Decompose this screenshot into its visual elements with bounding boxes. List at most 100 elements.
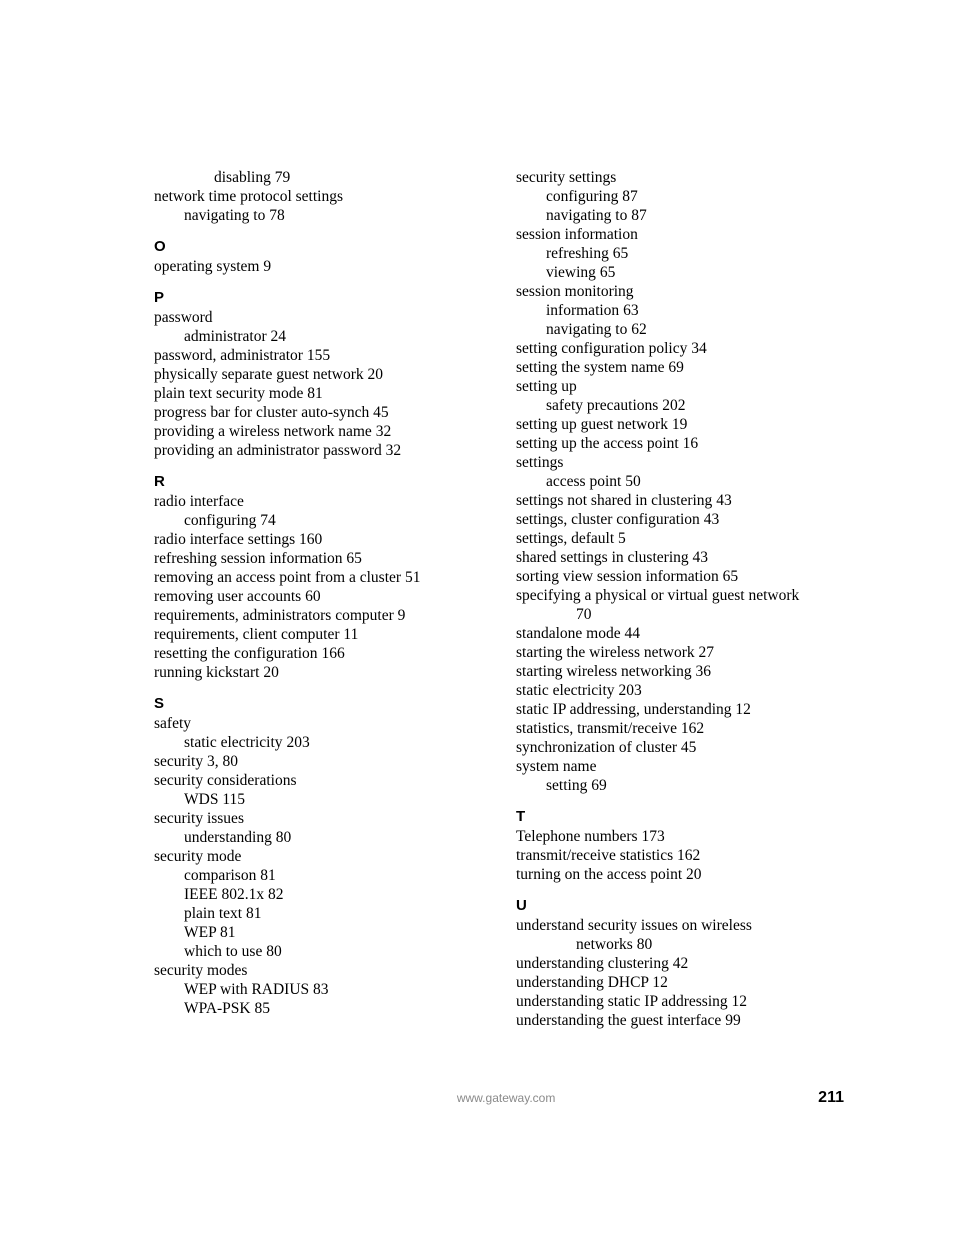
- page: disabling 79network time protocol settin…: [0, 0, 954, 1235]
- entry-text: security considerations: [154, 772, 296, 789]
- index-entry: viewing 65: [516, 263, 844, 282]
- entry-page: 202: [662, 397, 685, 414]
- entry-page: 162: [677, 847, 700, 864]
- index-entry: security modes: [154, 961, 482, 980]
- index-entry: understand security issues on wireless: [516, 916, 844, 935]
- entry-text: providing a wireless network name: [154, 423, 372, 440]
- entry-page: 80: [637, 936, 653, 953]
- entry-text: standalone mode: [516, 625, 621, 642]
- index-entry: security mode: [154, 847, 482, 866]
- entry-text: requirements, client computer: [154, 626, 340, 643]
- entry-text: progress bar for cluster auto-synch: [154, 404, 369, 421]
- entry-page: 43: [716, 492, 732, 509]
- entry-text: removing an access point from a cluster: [154, 569, 401, 586]
- index-entry: security considerations: [154, 771, 482, 790]
- entry-text: physically separate guest network: [154, 366, 364, 383]
- entry-text: understanding: [184, 829, 272, 846]
- entry-text: security modes: [154, 962, 247, 979]
- index-entry: understanding DHCP 12: [516, 973, 844, 992]
- entry-text: static IP addressing, understanding: [516, 701, 732, 718]
- index-entry: comparison 81: [154, 866, 482, 885]
- index-entry: safety precautions 202: [516, 396, 844, 415]
- index-entry: providing an administrator password 32: [154, 441, 482, 460]
- entry-page: 51: [405, 569, 421, 586]
- entry-page: 81: [260, 867, 276, 884]
- index-entry: understanding static IP addressing 12: [516, 992, 844, 1011]
- index-entry: progress bar for cluster auto-synch 45: [154, 403, 482, 422]
- index-entry: IEEE 802.1x 82: [154, 885, 482, 904]
- entry-page: 81: [220, 924, 236, 941]
- index-entry: password, administrator 155: [154, 346, 482, 365]
- entry-page: 20: [368, 366, 384, 383]
- index-entry: sorting view session information 65: [516, 567, 844, 586]
- entry-text: safety precautions: [546, 397, 658, 414]
- entry-page: 87: [622, 188, 638, 205]
- index-entry: setting 69: [516, 776, 844, 795]
- entry-text: requirements, administrators computer: [154, 607, 394, 624]
- index-entry: network time protocol settings: [154, 187, 482, 206]
- index-entry: WEP 81: [154, 923, 482, 942]
- entry-text: session information: [516, 226, 638, 243]
- index-entry: setting configuration policy 34: [516, 339, 844, 358]
- entry-text: settings not shared in clustering: [516, 492, 712, 509]
- entry-page: 44: [624, 625, 640, 642]
- entry-page: 203: [286, 734, 309, 751]
- entry-text: setting up: [516, 378, 577, 395]
- entry-text: comparison: [184, 867, 256, 884]
- index-entry: setting the system name 69: [516, 358, 844, 377]
- index-entry: static IP addressing, understanding 12: [516, 700, 844, 719]
- entry-text: settings, default: [516, 530, 614, 547]
- entry-text: setting the system name: [516, 359, 665, 376]
- index-entry: security settings: [516, 168, 844, 187]
- index-entry: plain text security mode 81: [154, 384, 482, 403]
- footer-inner: www.gateway.com 211: [154, 1089, 844, 1107]
- entry-page: 11: [343, 626, 358, 643]
- index-entry: requirements, administrators computer 9: [154, 606, 482, 625]
- index-entry: security issues: [154, 809, 482, 828]
- index-entry: resetting the configuration 166: [154, 644, 482, 663]
- index-entry: password: [154, 308, 482, 327]
- entry-text: networks: [576, 936, 633, 953]
- entry-text: sorting view session information: [516, 568, 719, 585]
- entry-text: plain text: [184, 905, 242, 922]
- entry-page: 63: [623, 302, 639, 319]
- index-entry: setting up the access point 16: [516, 434, 844, 453]
- entry-page: 87: [631, 207, 647, 224]
- index-entry: administrator 24: [154, 327, 482, 346]
- entry-text: disabling: [214, 169, 271, 186]
- entry-text: operating system: [154, 258, 259, 275]
- entry-text: synchronization of cluster: [516, 739, 677, 756]
- index-columns: disabling 79network time protocol settin…: [154, 168, 844, 1030]
- entry-text: Telephone numbers: [516, 828, 638, 845]
- entry-page: 42: [673, 955, 689, 972]
- entry-text: setting up guest network: [516, 416, 668, 433]
- entry-text: password: [154, 309, 213, 326]
- entry-page: 160: [299, 531, 322, 548]
- entry-text: understanding static IP addressing: [516, 993, 728, 1010]
- entry-page: 19: [672, 416, 688, 433]
- index-entry: shared settings in clustering 43: [516, 548, 844, 567]
- index-entry: static electricity 203: [516, 681, 844, 700]
- entry-page: 155: [307, 347, 330, 364]
- index-entry: requirements, client computer 11: [154, 625, 482, 644]
- index-entry: navigating to 78: [154, 206, 482, 225]
- entry-text: administrator: [184, 328, 267, 345]
- entry-text: transmit/receive statistics: [516, 847, 673, 864]
- index-entry: configuring 87: [516, 187, 844, 206]
- entry-text: setting: [546, 777, 587, 794]
- entry-text: IEEE 802.1x: [184, 886, 264, 903]
- entry-page: 65: [723, 568, 739, 585]
- index-entry: synchronization of cluster 45: [516, 738, 844, 757]
- entry-text: understanding clustering: [516, 955, 669, 972]
- entry-page: 16: [683, 435, 699, 452]
- entry-text: turning on the access point: [516, 866, 682, 883]
- entry-page: 162: [681, 720, 704, 737]
- entry-page: 50: [625, 473, 641, 490]
- entry-text: specifying a physical or virtual guest n…: [516, 587, 799, 604]
- section-letter-p: P: [154, 288, 482, 307]
- entry-text: understanding DHCP: [516, 974, 648, 991]
- entry-text: WEP with RADIUS: [184, 981, 309, 998]
- index-entry: removing an access point from a cluster …: [154, 568, 482, 587]
- index-entry: Telephone numbers 173: [516, 827, 844, 846]
- entry-page: 9: [398, 607, 406, 624]
